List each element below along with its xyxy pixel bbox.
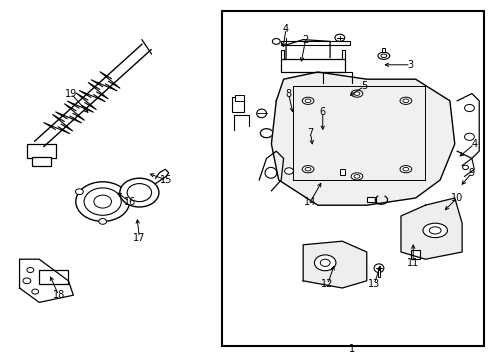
Text: 15: 15 xyxy=(160,175,172,185)
Text: 6: 6 xyxy=(319,107,325,117)
Ellipse shape xyxy=(23,278,31,284)
Text: 4: 4 xyxy=(470,139,476,149)
Bar xyxy=(281,59,344,72)
Ellipse shape xyxy=(399,166,411,173)
Ellipse shape xyxy=(305,167,310,171)
Ellipse shape xyxy=(99,219,106,224)
Text: 8: 8 xyxy=(285,89,291,99)
Bar xyxy=(342,50,344,59)
Ellipse shape xyxy=(320,259,329,266)
Ellipse shape xyxy=(314,255,335,271)
Bar xyxy=(366,197,375,202)
Text: 9: 9 xyxy=(468,168,474,178)
Bar xyxy=(339,169,344,175)
Text: 10: 10 xyxy=(450,193,463,203)
Bar xyxy=(281,50,283,59)
Ellipse shape xyxy=(380,54,386,58)
Ellipse shape xyxy=(127,184,151,202)
Ellipse shape xyxy=(302,166,313,173)
Ellipse shape xyxy=(284,168,293,174)
Text: 16: 16 xyxy=(123,197,136,207)
Text: 7: 7 xyxy=(307,128,313,138)
Bar xyxy=(281,41,349,45)
Ellipse shape xyxy=(76,182,129,221)
Ellipse shape xyxy=(94,195,111,208)
Text: 4: 4 xyxy=(283,24,288,34)
Ellipse shape xyxy=(120,178,159,207)
Ellipse shape xyxy=(350,90,362,97)
Bar xyxy=(382,48,385,52)
Text: 13: 13 xyxy=(367,279,380,289)
Ellipse shape xyxy=(353,175,359,178)
Text: 19: 19 xyxy=(64,89,77,99)
Text: 1: 1 xyxy=(348,344,354,354)
Ellipse shape xyxy=(264,167,276,178)
Text: 14: 14 xyxy=(304,197,316,207)
Ellipse shape xyxy=(302,97,313,104)
Bar xyxy=(32,157,51,166)
Text: 5: 5 xyxy=(361,81,366,91)
Polygon shape xyxy=(303,241,366,288)
Bar xyxy=(222,11,483,346)
Bar xyxy=(232,97,244,112)
Polygon shape xyxy=(271,72,454,205)
Ellipse shape xyxy=(377,52,389,59)
Bar xyxy=(39,270,68,284)
Polygon shape xyxy=(400,198,461,259)
Bar xyxy=(377,268,380,277)
Ellipse shape xyxy=(75,189,83,194)
Ellipse shape xyxy=(428,227,440,234)
Ellipse shape xyxy=(462,165,468,170)
Bar xyxy=(234,95,244,101)
Ellipse shape xyxy=(27,267,34,273)
Ellipse shape xyxy=(32,289,39,294)
Ellipse shape xyxy=(402,99,408,103)
Text: 3: 3 xyxy=(407,60,413,70)
Ellipse shape xyxy=(84,188,121,215)
Ellipse shape xyxy=(305,99,310,103)
Ellipse shape xyxy=(272,39,280,44)
Text: 18: 18 xyxy=(52,290,65,300)
Ellipse shape xyxy=(464,133,473,140)
Ellipse shape xyxy=(402,167,408,171)
Text: 2: 2 xyxy=(302,35,308,45)
Text: 11: 11 xyxy=(406,258,419,268)
Ellipse shape xyxy=(399,97,411,104)
Ellipse shape xyxy=(122,189,130,194)
Bar xyxy=(27,144,56,158)
Ellipse shape xyxy=(350,173,362,180)
Ellipse shape xyxy=(373,264,383,273)
Ellipse shape xyxy=(422,223,447,238)
Bar xyxy=(410,250,419,259)
Ellipse shape xyxy=(464,104,473,112)
Ellipse shape xyxy=(256,109,266,118)
Text: 17: 17 xyxy=(133,233,145,243)
Text: 12: 12 xyxy=(321,279,333,289)
Ellipse shape xyxy=(334,34,344,41)
Ellipse shape xyxy=(353,92,359,95)
